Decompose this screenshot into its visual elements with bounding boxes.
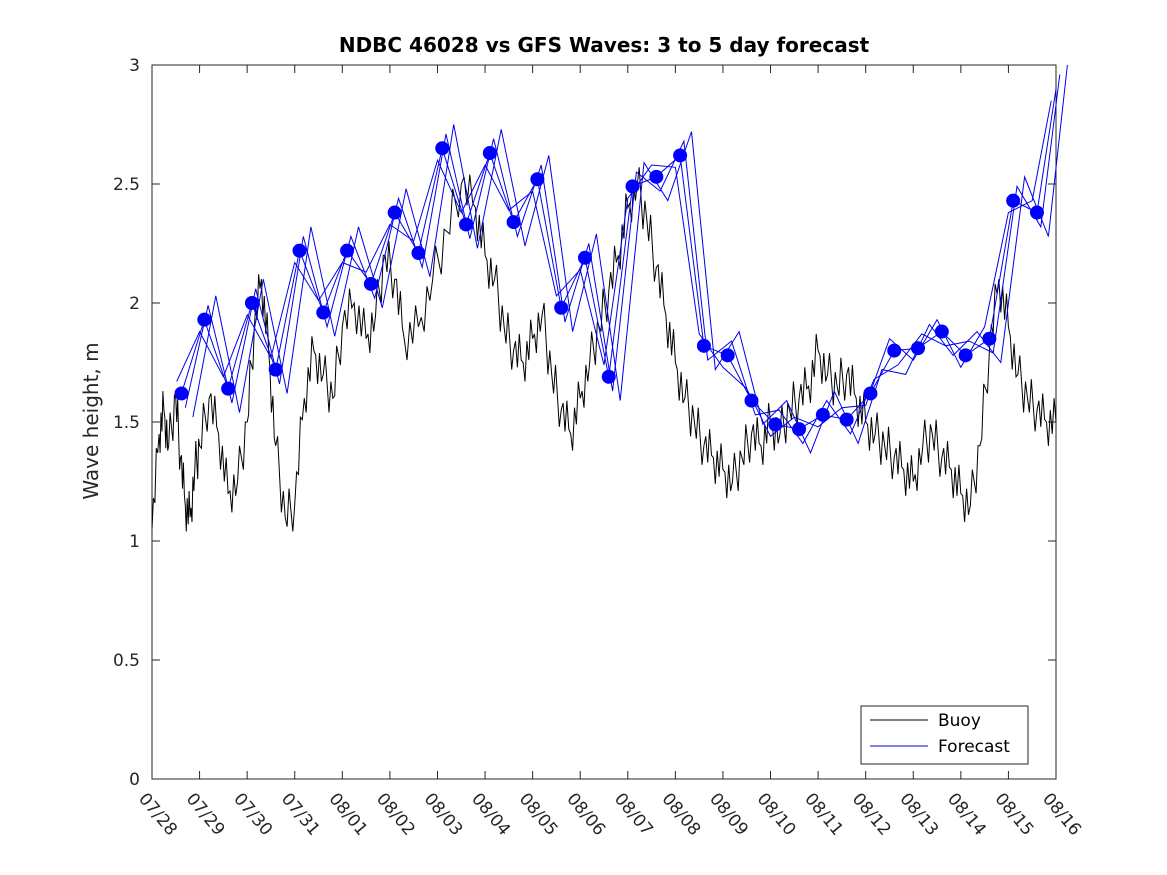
forecast-marker (911, 341, 926, 356)
forecast-marker (435, 141, 450, 156)
legend-label-buoy: Buoy (938, 711, 981, 731)
forecast-marker (720, 348, 735, 363)
forecast-marker (197, 312, 212, 327)
forecast-marker (174, 386, 189, 401)
y-tick-label: 2.5 (113, 175, 140, 195)
forecast-marker (1029, 205, 1044, 220)
forecast-marker (221, 381, 236, 396)
forecast-marker (506, 215, 521, 230)
legend: Buoy Forecast (860, 705, 1029, 765)
forecast-marker (649, 169, 664, 184)
legend-box (860, 705, 1029, 765)
forecast-marker (340, 243, 355, 258)
forecast-marker (625, 179, 640, 194)
forecast-marker (268, 362, 283, 377)
y-tick-label: 1 (129, 532, 140, 552)
chart-title: NDBC 46028 vs GFS Waves: 3 to 5 day fore… (339, 33, 870, 57)
forecast-marker (554, 300, 569, 315)
forecast-marker (387, 205, 402, 220)
forecast-line (184, 74, 1061, 445)
forecast-marker (411, 246, 426, 261)
forecast-marker (887, 343, 902, 358)
buoy-line (151, 167, 1057, 532)
forecast-marker (292, 243, 307, 258)
y-tick-label: 1.5 (113, 413, 140, 433)
forecast-line (192, 64, 1068, 455)
y-axis-label: Wave height, m (79, 342, 103, 499)
y-tick-label: 2 (129, 294, 140, 314)
forecast-marker (459, 217, 474, 232)
forecast-marker (577, 250, 592, 265)
forecast-marker (839, 412, 854, 427)
forecast-marker (792, 422, 807, 437)
forecast-marker (744, 393, 759, 408)
forecast-marker (244, 296, 259, 310)
forecast-marker (982, 331, 997, 346)
legend-label-forecast: Forecast (938, 737, 1010, 757)
forecast-marker (673, 148, 688, 163)
y-tick-label: 0 (129, 770, 140, 790)
y-tick-label: 3 (129, 56, 140, 76)
forecast-marker (316, 305, 331, 320)
forecast-marker (768, 417, 783, 432)
forecast-marker (363, 276, 378, 291)
forecast-marker (958, 348, 973, 363)
forecast-marker (815, 407, 830, 422)
forecast-marker (863, 386, 878, 401)
forecast-line (176, 100, 1052, 438)
buoy-series (151, 167, 1057, 532)
forecast-marker (530, 172, 545, 187)
forecast-marker (482, 146, 497, 161)
forecast-marker (601, 369, 616, 384)
forecast-marker (934, 324, 949, 339)
forecast-marker (1006, 193, 1021, 208)
forecast-markers (174, 141, 1044, 437)
y-tick-label: 0.5 (113, 651, 140, 671)
forecast-marker (696, 338, 711, 353)
